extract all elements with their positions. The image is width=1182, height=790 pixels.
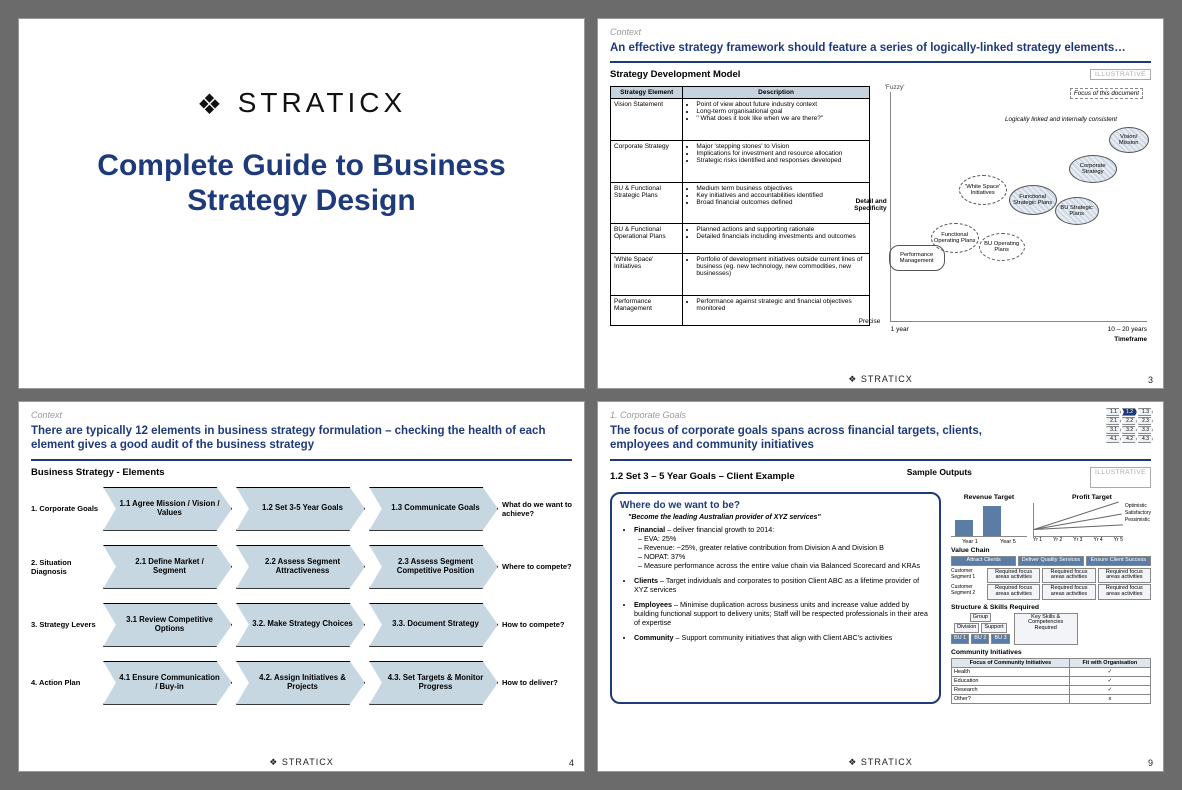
sample-outputs: Revenue Target Year 1Year 5 Profit Targe… (951, 492, 1151, 704)
slide-3-elements: Context There are typically 12 elements … (18, 401, 585, 772)
chevron: 4.1 Ensure Communication / Buy-in (103, 661, 232, 705)
footer: ❖ STRATICX 9 (598, 757, 1163, 768)
logo-icon: ❖ (197, 88, 226, 121)
chevron: 2.1 Define Market / Segment (103, 545, 232, 589)
footer: ❖ STRATICX 4 (19, 757, 584, 768)
chevron: 3.3. Document Strategy (369, 603, 498, 647)
divider (31, 459, 572, 461)
chevron: 2.2 Assess Segment Attractiveness (236, 545, 365, 589)
chevron: 3.1 Review Competitive Options (103, 603, 232, 647)
chevron: 4.3. Set Targets & Monitor Progress (369, 661, 498, 705)
chevron: 3.2. Make Strategy Choices (236, 603, 365, 647)
context-label: Context (610, 27, 1151, 37)
brand-logo: ❖ STRATICX (31, 87, 572, 121)
strategy-table: Strategy Element Description Vision Stat… (610, 86, 870, 326)
footer: ❖ STRATICX 3 (598, 374, 1163, 385)
main-title: Complete Guide to Business Strategy Desi… (31, 149, 572, 218)
goals-box: Where do we want to be? "Become the lead… (610, 492, 941, 704)
community-table: Focus of Community InitiativesFit with O… (951, 658, 1151, 704)
headline: There are typically 12 elements in busin… (31, 424, 572, 453)
chevron: 4.2. Assign Initiatives & Projects (236, 661, 365, 705)
profit-chart (1033, 503, 1123, 537)
divider (610, 459, 1151, 461)
nav-chevrons: 1.11.21.32.12.22.33.13.23.34.14.24.3 (1106, 408, 1153, 443)
headline: The focus of corporate goals spans acros… (610, 424, 1030, 453)
page-number: 9 (1148, 758, 1153, 768)
chevron: 2.3 Assess Segment Competitive Position (369, 545, 498, 589)
chevron-grid: 1. Corporate Goals1.1 Agree Mission / Vi… (31, 484, 572, 708)
illustrative-tag: ILLUSTRATIVE (1090, 69, 1151, 80)
slide-2-framework: Context An effective strategy framework … (597, 18, 1164, 389)
chevron: 1.1 Agree Mission / Vision / Values (103, 487, 232, 531)
section-title: Strategy Development Model (610, 69, 1151, 80)
context-label: Context (31, 410, 572, 420)
revenue-chart (951, 503, 1027, 537)
page-number: 3 (1148, 375, 1153, 385)
brand-name: STRATICX (238, 87, 406, 118)
headline: An effective strategy framework should f… (610, 41, 1151, 55)
strategy-diagram: 'Fuzzy' Detail and Specificity Precise 1… (890, 92, 1147, 322)
slide-4-goals: 1.11.21.32.12.22.33.13.23.34.14.24.3 1. … (597, 401, 1164, 772)
chevron: 1.3 Communicate Goals (369, 487, 498, 531)
context-label: 1. Corporate Goals (610, 410, 1151, 420)
section-title: Business Strategy - Elements (31, 467, 572, 478)
slide-1-title: ❖ STRATICX Complete Guide to Business St… (18, 18, 585, 389)
chevron: 1.2 Set 3-5 Year Goals (236, 487, 365, 531)
divider (610, 61, 1151, 63)
page-number: 4 (569, 758, 574, 768)
